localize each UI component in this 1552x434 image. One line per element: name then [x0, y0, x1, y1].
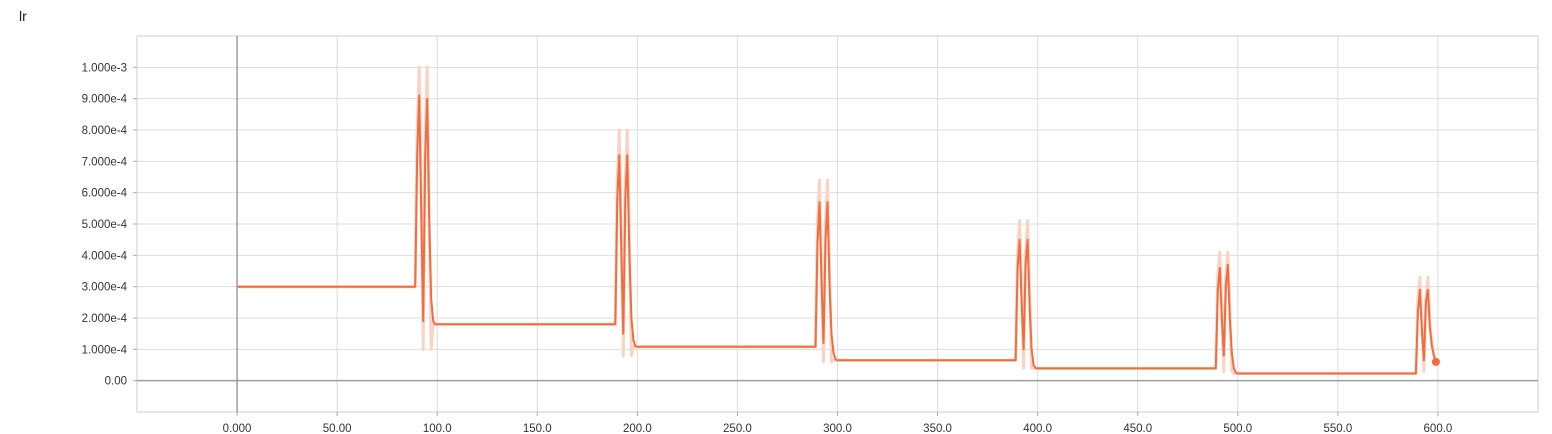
- grid: [137, 36, 1538, 412]
- x-tick-label: 200.0: [623, 423, 652, 434]
- x-tick-label: 600.0: [1424, 423, 1453, 434]
- x-tick-label: 150.0: [523, 423, 552, 434]
- smoothed-series-line: [237, 94, 1437, 375]
- tick-labels: 0.000 50.00 100.0 150.0 200.0 250.0 300.0 350.0…: [82, 62, 1453, 434]
- x-tick-label: 50.00: [323, 423, 352, 434]
- x-tick-label: 350.0: [923, 423, 952, 434]
- x-tick-label: 550.0: [1323, 423, 1352, 434]
- series-layer: [237, 65, 1440, 375]
- y-tick-label: 4.000e-4: [82, 250, 128, 262]
- x-tick-label: 100.0: [423, 423, 452, 434]
- y-tick-label: 6.000e-4: [82, 188, 128, 200]
- axes: [133, 35, 1539, 416]
- x-tick-label: 300.0: [823, 423, 852, 434]
- y-tick-label: 5.000e-4: [82, 219, 128, 231]
- x-tick-label: 0.000: [223, 423, 252, 434]
- last-point-marker[interactable]: [1431, 357, 1440, 366]
- y-tick-label: 7.000e-4: [82, 156, 128, 168]
- y-tick-label: 3.000e-4: [82, 282, 128, 294]
- chart-title: lr: [19, 8, 27, 24]
- x-tick-label: 500.0: [1223, 423, 1252, 434]
- y-tick-label: 1.000e-3: [82, 62, 127, 74]
- y-tick-label: 8.000e-4: [82, 125, 128, 137]
- x-tick-label: 450.0: [1123, 423, 1152, 434]
- x-tick-label: 400.0: [1023, 423, 1052, 434]
- y-tick-label: 0.00: [105, 376, 127, 388]
- y-tick-label: 1.000e-4: [82, 344, 128, 356]
- y-tick-label: 9.000e-4: [82, 94, 128, 106]
- x-tick-label: 250.0: [723, 423, 752, 434]
- y-tick-label: 2.000e-4: [82, 313, 128, 325]
